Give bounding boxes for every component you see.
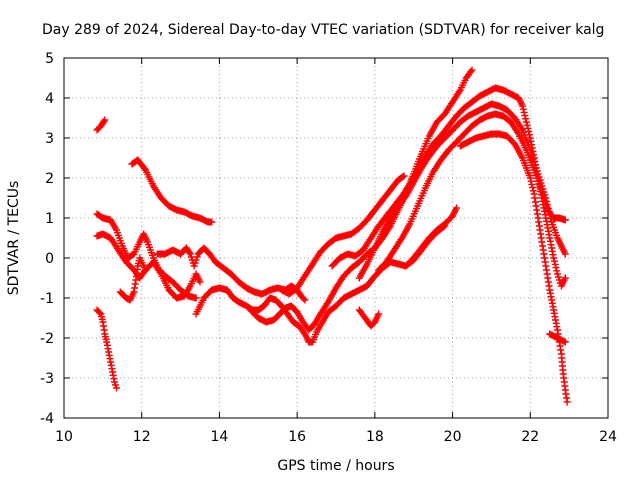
y-tick-labels: -4 -3 -2 -1 0 1 2 3 4 5 — [40, 51, 54, 427]
series-s13 — [375, 110, 569, 274]
x-tick-label: 22 — [521, 429, 539, 445]
data-point — [523, 121, 531, 129]
chart-title: Day 289 of 2024, Sidereal Day-to-day VTE… — [42, 22, 604, 38]
data-point — [525, 128, 533, 136]
series-s14 — [402, 204, 460, 270]
y-tick-label: 1 — [45, 211, 54, 227]
data-point — [103, 338, 111, 346]
y-tick-label: -2 — [40, 331, 54, 347]
y-tick-label: 5 — [45, 51, 54, 67]
series-s2 — [93, 306, 120, 392]
data-point — [526, 174, 534, 182]
y-tick-label: 0 — [45, 251, 54, 267]
y-tick-label: -1 — [40, 291, 54, 307]
data-point — [300, 295, 308, 303]
y-tick-label: 3 — [45, 131, 54, 147]
series-s4 — [93, 210, 200, 302]
data-point — [192, 294, 200, 302]
data-point — [561, 338, 569, 346]
x-tick-label: 24 — [599, 429, 617, 445]
data-point — [142, 266, 150, 274]
y-tick-label: 2 — [45, 171, 54, 187]
data-point — [399, 173, 407, 181]
series-s17 — [546, 330, 569, 346]
data-point — [208, 218, 216, 226]
data-point — [109, 371, 117, 379]
data-point — [453, 204, 460, 212]
data-point — [528, 180, 536, 188]
data-point — [196, 278, 204, 286]
x-axis-label: GPS time / hours — [277, 458, 394, 474]
x-tick-label: 16 — [288, 429, 306, 445]
series-s5 — [93, 230, 204, 302]
data-point — [561, 216, 569, 224]
data-point — [561, 274, 569, 282]
y-tick-label: -3 — [40, 371, 54, 387]
data-point — [529, 184, 537, 192]
series-s6 — [116, 254, 150, 304]
y-axis-label: SDTVAR / TECUs — [6, 181, 22, 296]
data-point — [107, 358, 115, 366]
series-s8 — [192, 222, 449, 346]
data-point — [185, 249, 193, 256]
data-point — [300, 328, 308, 336]
data-point — [375, 310, 383, 318]
data-point — [563, 398, 571, 406]
x-tick-label: 12 — [133, 429, 151, 445]
data-point — [522, 118, 530, 126]
data-point — [467, 68, 475, 76]
data-point — [529, 187, 537, 195]
y-tick-label: -4 — [40, 411, 54, 427]
data-point — [550, 254, 558, 262]
series-layer — [93, 66, 571, 406]
series-s15 — [456, 130, 571, 406]
series-s1 — [93, 116, 109, 134]
plot-frame — [63, 57, 609, 419]
data-point — [100, 118, 108, 125]
series-s16 — [355, 306, 383, 330]
data-point — [552, 264, 560, 272]
grid-layer — [64, 58, 608, 418]
x-tick-label: 20 — [444, 429, 462, 445]
x-tick-label: 14 — [211, 429, 229, 445]
data-point — [521, 112, 529, 120]
data-point — [101, 116, 109, 124]
series-s10 — [278, 172, 408, 298]
data-point — [522, 115, 530, 123]
data-point — [113, 384, 120, 392]
data-point — [468, 66, 476, 74]
data-point — [519, 105, 527, 113]
data-point — [553, 267, 561, 275]
data-point — [519, 102, 526, 110]
data-point — [561, 250, 569, 258]
data-point — [550, 257, 558, 265]
y-tick-label: 4 — [45, 91, 54, 107]
data-point — [400, 172, 408, 180]
x-tick-labels: 10 12 14 16 18 20 22 24 — [55, 429, 617, 445]
data-point — [141, 165, 148, 173]
series-s7 — [153, 244, 309, 304]
x-tick-label: 10 — [55, 429, 73, 445]
data-point — [96, 309, 104, 317]
x-tick-label: 18 — [366, 429, 384, 445]
series-s3 — [128, 156, 216, 226]
data-point — [301, 296, 309, 304]
data-point — [130, 288, 138, 296]
